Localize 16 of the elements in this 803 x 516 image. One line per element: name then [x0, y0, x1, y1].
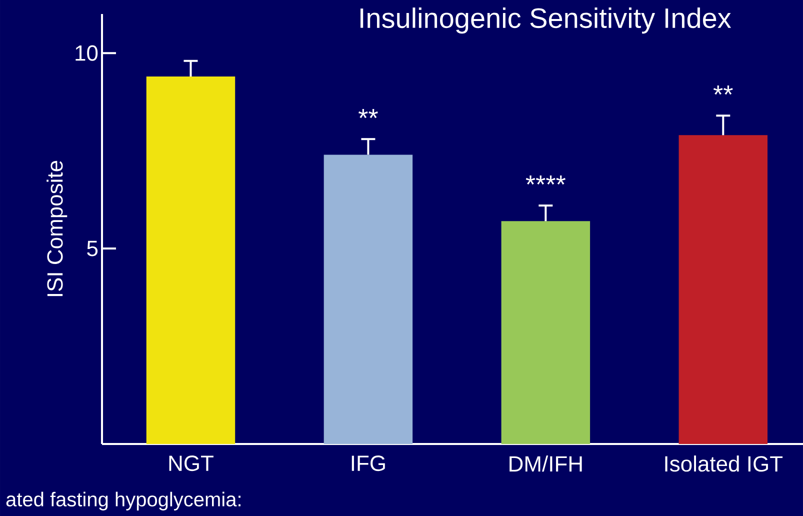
y-tick-label: 10 [76, 45, 98, 61]
annotation: ** [358, 108, 378, 118]
y-tick-label: 5 [87, 240, 98, 256]
bar [678, 135, 768, 444]
text: ated fasting hypoglycemia: [6, 492, 240, 510]
x-tick-label: IFG [352, 456, 385, 472]
y-axis-title: ISI Composite [46, 160, 68, 296]
annotation: ** [713, 86, 733, 95]
x-tick-label: DM/IFH [510, 456, 582, 472]
bar [324, 154, 413, 444]
x-tick-label: Isolated IGT [665, 456, 783, 472]
x-tick-label: NGT [169, 456, 214, 472]
annotation: **** [526, 175, 566, 185]
bar [501, 221, 590, 444]
bar [146, 76, 236, 444]
chart-title: Insulinogenic Sensitivity Index [360, 8, 732, 34]
